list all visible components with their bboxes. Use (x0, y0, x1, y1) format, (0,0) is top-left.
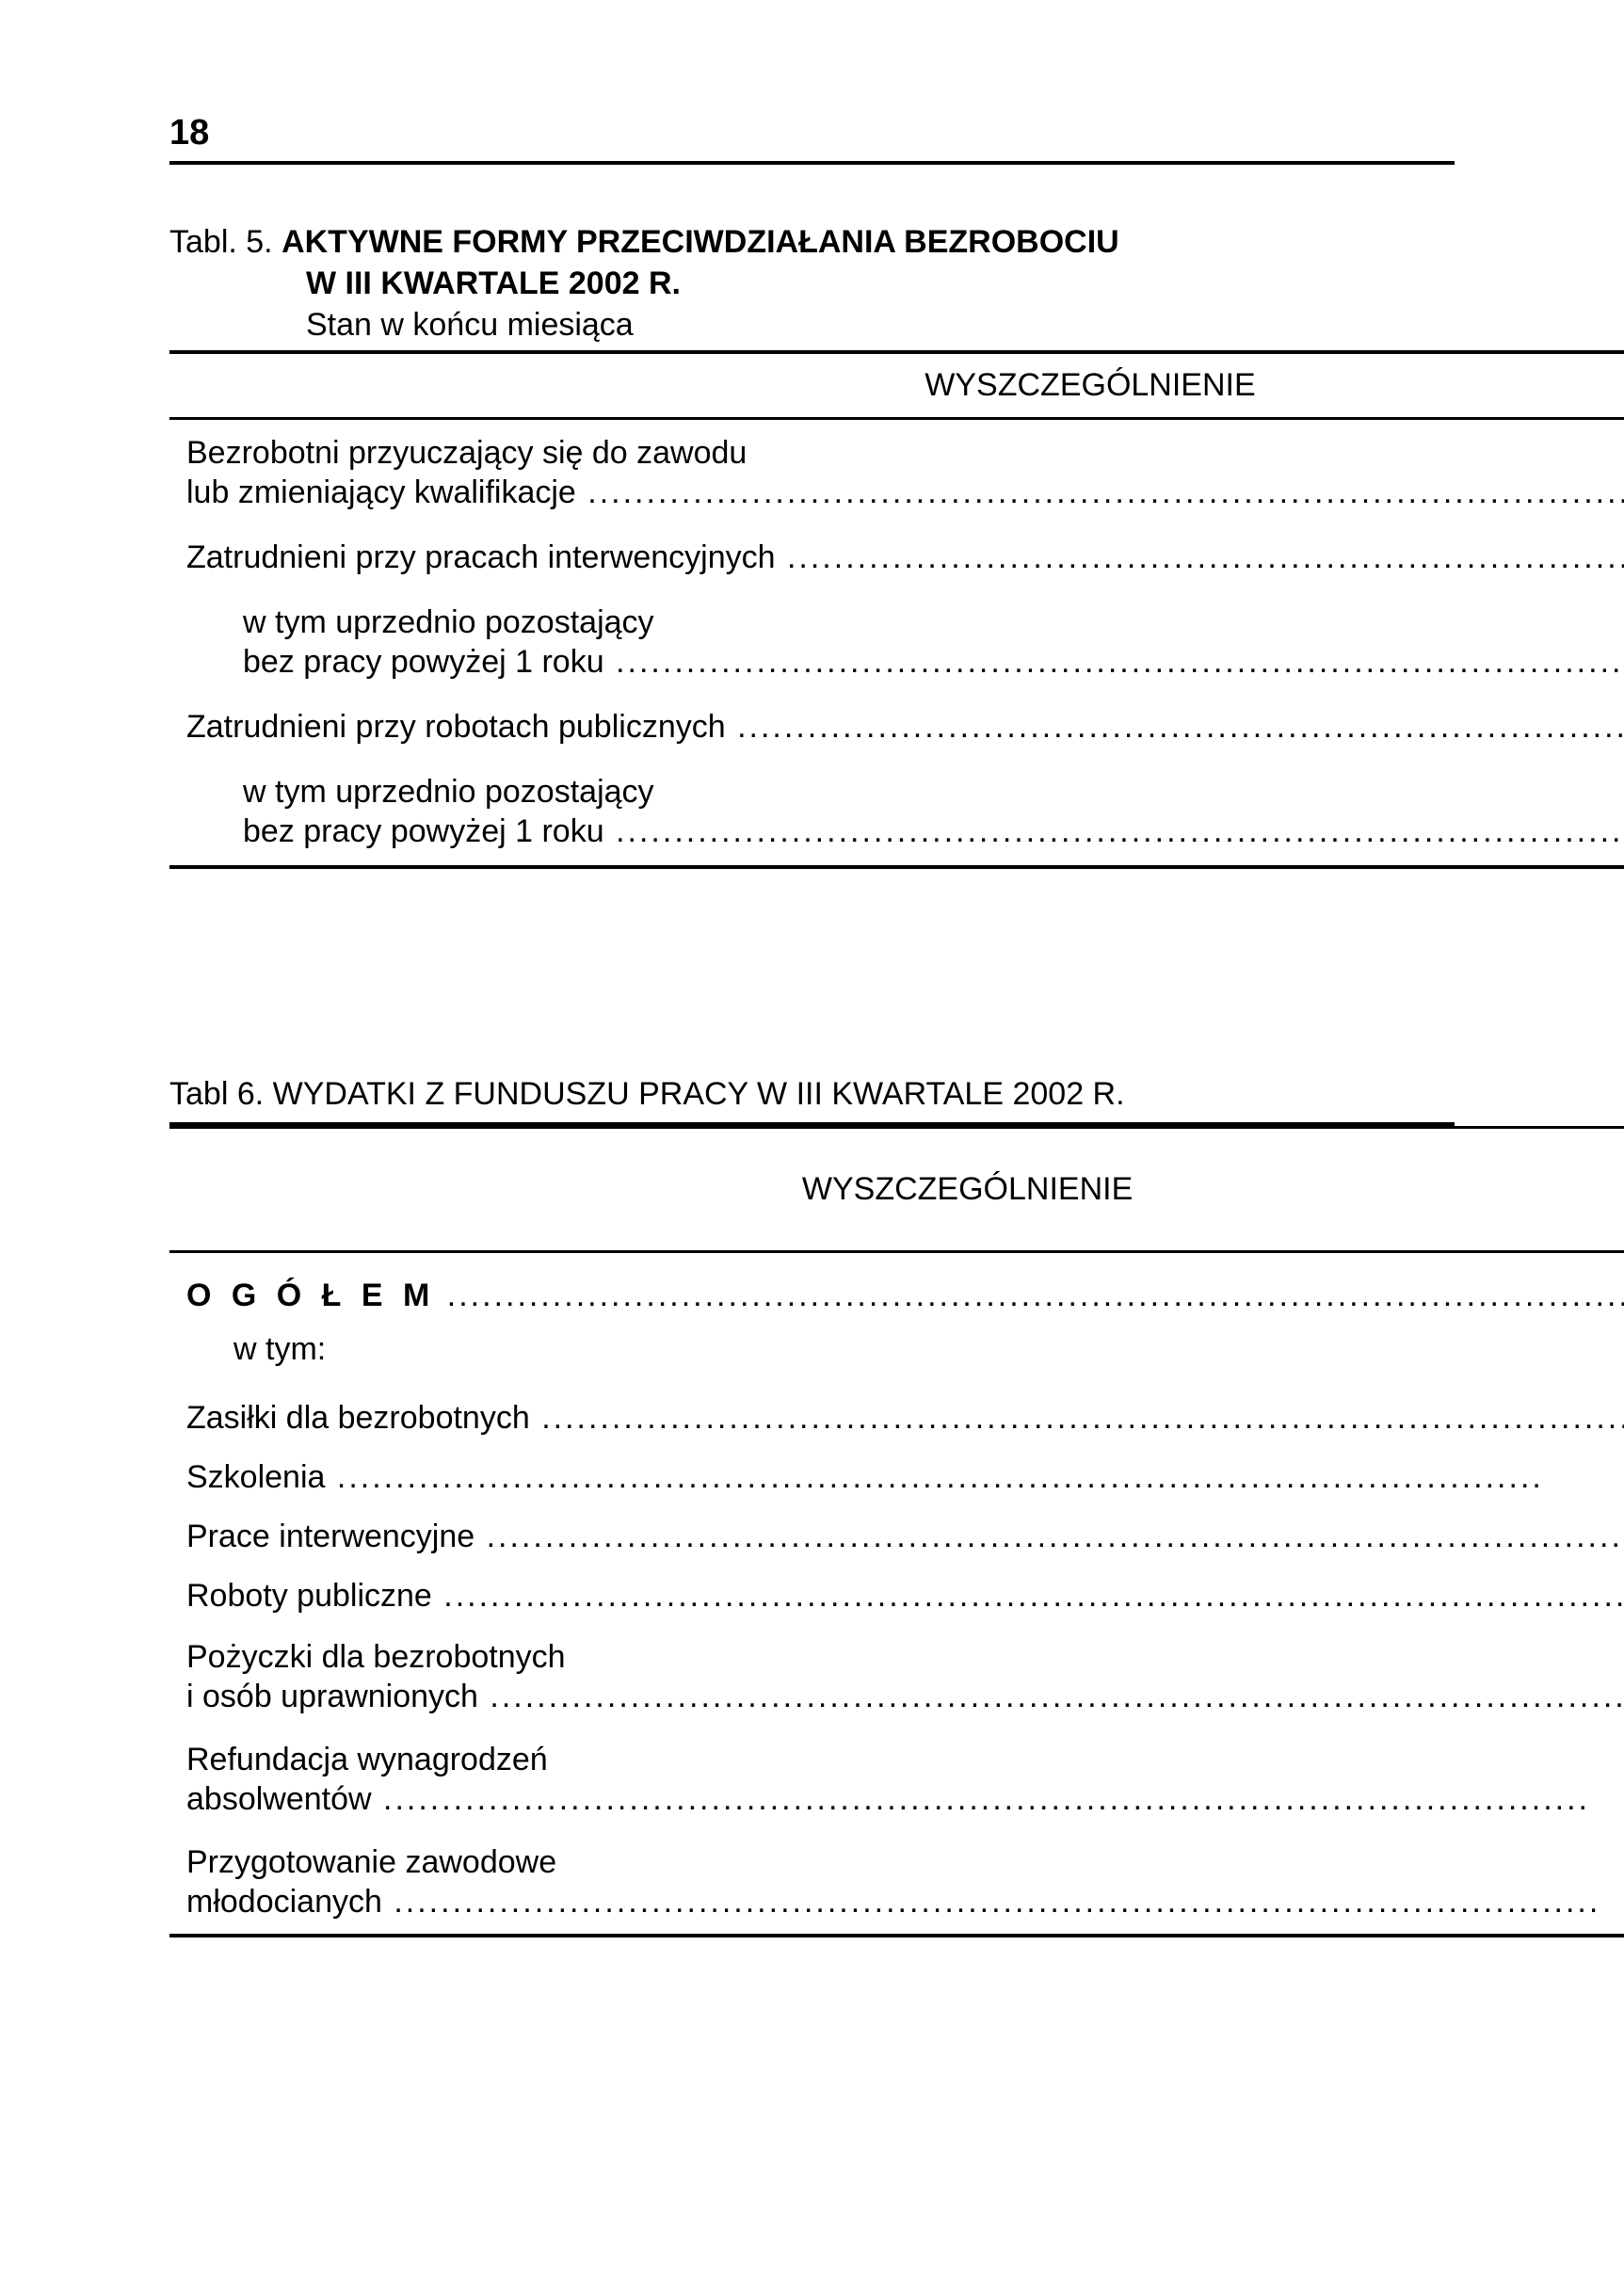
t5-r1-l1: Bezrobotni przyuczający się do zawodu (186, 433, 1624, 474)
t5-r1-l2: lub zmieniający kwalifikacje (186, 473, 1624, 513)
t6-r3-label: Szkolenia (186, 1459, 1624, 1496)
table6-caption: Tabl 6. WYDATKI Z FUNDUSZU PRACY W III K… (169, 1076, 1455, 1126)
t5-r5-l2: bez pracy powyżej 1 roku (186, 812, 1624, 852)
table5-caption-lead: Tabl. 5. (169, 224, 281, 260)
table-row: Zatrudnieni przy pracach interwencyjnych… (169, 526, 1624, 589)
t5-r5-l1: w tym uprzednio pozostający (186, 772, 1624, 812)
t6-r8-l1: Przygotowanie zawodowe (186, 1842, 1624, 1883)
t5-r3-l1: w tym uprzednio pozostający (186, 603, 1624, 643)
t5-h0: WYSZCZEGÓLNIENIE (169, 352, 1624, 419)
table6-caption-bold: WYDATKI Z FUNDUSZU PRACY W III KWARTALE … (273, 1076, 1125, 1112)
table-row: Bezrobotni przyuczający się do zawodu lu… (169, 418, 1624, 526)
t6-r1-label: O G Ó Ł E M (186, 1278, 435, 1313)
table-row: Zasiłki dla bezrobotnych 89473,8 29549,2… (169, 1389, 1624, 1448)
table-row: Przygotowanie zawodowe młodocianych 7674… (169, 1831, 1624, 1936)
t6-r4-label: Prace interwencyjne (186, 1519, 1624, 1555)
table-row: Zatrudnieni przy robotach publicznych 40… (169, 696, 1624, 759)
table-row: Szkolenia 1116,7 183,6 602,7 330,4 (169, 1448, 1624, 1507)
table5: WYSZCZEGÓLNIENIE Lipiec Sierpień Wrzesie… (169, 350, 1624, 869)
t6-r5-label: Roboty publiczne (186, 1578, 1624, 1615)
table6: WYSZCZEGÓLNIENIE Ogółem Lipiec Sierpień … (169, 1126, 1624, 1937)
page-number: 18 (169, 113, 1455, 165)
t6-r7-l1: Refundacja wynagrodzeń (186, 1740, 1624, 1780)
t6-r7-l2: absolwentów (186, 1779, 1624, 1820)
table-row: w tym uprzednio pozostający bez pracy po… (169, 589, 1624, 696)
table-row: Pożyczki dla bezrobotnych i osób uprawni… (169, 1626, 1624, 1728)
table5-caption-bold1: AKTYWNE FORMY PRZECIWDZIAŁANIA BEZROBOCI… (281, 224, 1119, 260)
table-row: Roboty publiczne 1232,6 386,1 428,1 418,… (169, 1567, 1624, 1626)
t6-r6-l2: i osób uprawnionych (186, 1677, 1624, 1717)
t6-r1b-label: w tym: (186, 1314, 1624, 1377)
table5-caption: Tabl. 5. AKTYWNE FORMY PRZECIWDZIAŁANIA … (169, 221, 1455, 346)
t6-r6-l1: Pożyczki dla bezrobotnych (186, 1637, 1624, 1678)
table-row: Prace interwencyjne 1458,4 442,5 544,5 4… (169, 1507, 1624, 1567)
t6-r8-l2: młodocianych (186, 1882, 1624, 1922)
table-row: O G Ó Ł E M w tym: 286510,3 93649,8 9777… (169, 1251, 1624, 1389)
table5-caption-bold2: W III KWARTALE 2002 R. (306, 263, 1455, 304)
table5-caption-sub: Stan w końcu miesiąca (306, 304, 1455, 346)
t6-h0: WYSZCZEGÓLNIENIE (169, 1127, 1624, 1251)
t6-r2-label: Zasiłki dla bezrobotnych (186, 1400, 1624, 1437)
t5-r3-l2: bez pracy powyżej 1 roku (186, 642, 1624, 683)
table-row: Refundacja wynagrodzeń absolwentów 331,5… (169, 1728, 1624, 1831)
t5-r2-l1: Zatrudnieni przy pracach interwencyjnych (186, 539, 1624, 576)
table-row: w tym uprzednio pozostający bez pracy po… (169, 759, 1624, 867)
t5-r4-l1: Zatrudnieni przy robotach publicznych (186, 709, 1624, 746)
table6-caption-lead: Tabl 6. (169, 1076, 273, 1112)
